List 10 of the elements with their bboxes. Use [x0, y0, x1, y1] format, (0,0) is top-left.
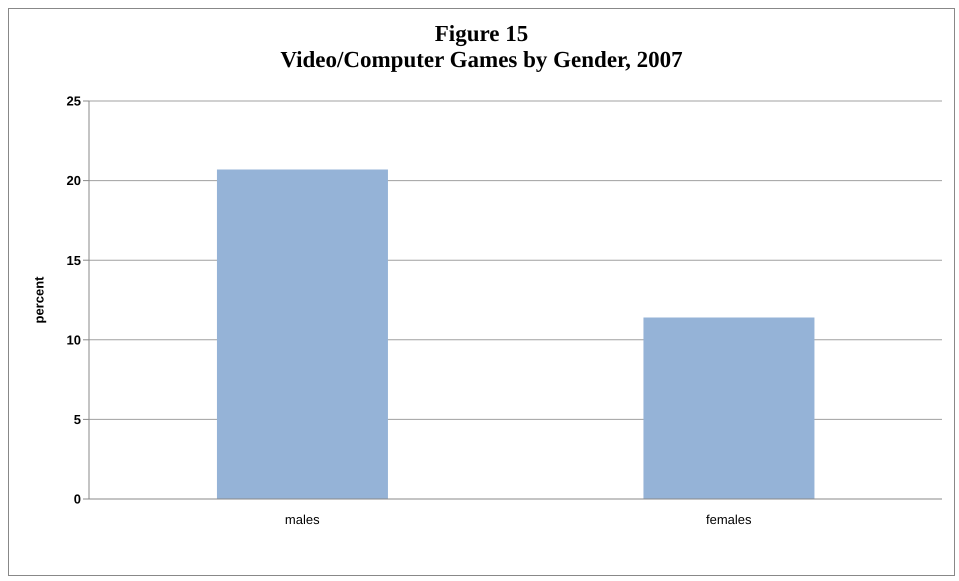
y-axis-title: percent — [32, 276, 47, 324]
y-tick-label: 20 — [66, 173, 81, 188]
chart-title: Figure 15 Video/Computer Games by Gender, 2007 — [279, 21, 684, 73]
y-tick-label: 10 — [66, 332, 81, 348]
y-tick-label: 0 — [74, 492, 81, 507]
y-tick-label: 5 — [74, 412, 81, 428]
x-tick-label: females — [706, 512, 752, 528]
y-tick-label: 25 — [66, 94, 81, 109]
x-tick-label: males — [284, 512, 320, 528]
y-tick-label: 15 — [66, 252, 81, 268]
